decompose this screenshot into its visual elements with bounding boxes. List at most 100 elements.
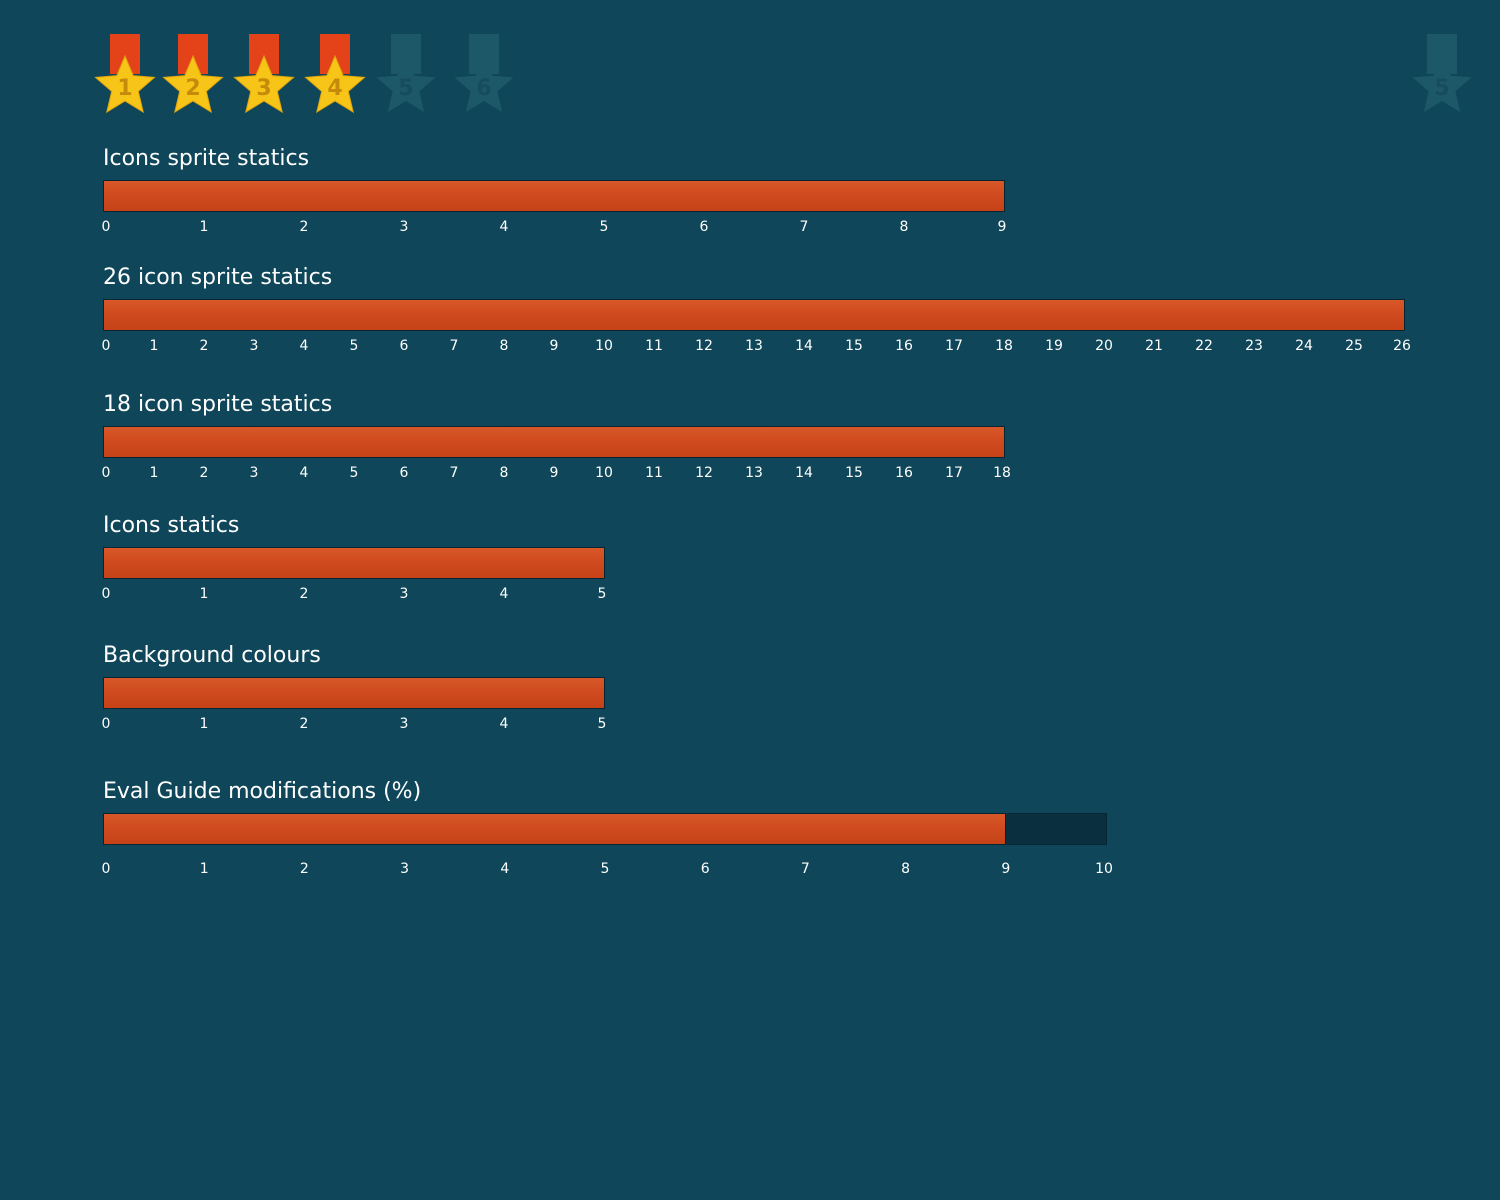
tick-label: 6 xyxy=(399,465,409,481)
chart-eval-guide-modifications: Eval Guide modifications (%) 0 1 2 3 4 5 6 7 8 9 1… xyxy=(101,779,1115,889)
tick-label: 14 xyxy=(795,465,813,481)
medal-number: 6 xyxy=(476,76,492,101)
star-medal-icon: 3 xyxy=(232,32,296,118)
tick-label: 1 xyxy=(199,861,209,877)
chart-title: 18 icon sprite statics xyxy=(103,392,333,417)
tick-label: 13 xyxy=(745,338,763,354)
progress-fill xyxy=(104,548,604,578)
tick-label: 25 xyxy=(1345,338,1363,354)
chart-title: Icons statics xyxy=(103,513,240,538)
tick-label: 6 xyxy=(399,338,409,354)
tick-label: 2 xyxy=(299,219,309,235)
tick-label: 0 xyxy=(101,338,111,354)
tick-label: 6 xyxy=(699,219,709,235)
tick-label: 5 xyxy=(349,338,359,354)
progress-fill xyxy=(104,814,1006,844)
tick-label: 23 xyxy=(1245,338,1263,354)
tick-label: 10 xyxy=(595,465,613,481)
tick-label: 1 xyxy=(149,465,159,481)
tick-label: 1 xyxy=(199,586,209,602)
tick-label: 4 xyxy=(500,861,510,877)
tick-labels: 0 1 2 3 4 5 xyxy=(101,715,613,733)
tick-labels: 0 1 2 3 4 5 xyxy=(101,585,613,603)
medal-number: 4 xyxy=(327,76,343,101)
tick-label: 17 xyxy=(945,465,963,481)
star-medal-icon: 5 xyxy=(1410,32,1474,118)
tick-label: 19 xyxy=(1045,338,1063,354)
star-medal-icon: 1 xyxy=(93,32,157,118)
tick-label: 1 xyxy=(149,338,159,354)
medal-number: 2 xyxy=(185,76,201,101)
tick-label: 8 xyxy=(499,465,509,481)
progress-track xyxy=(103,813,1107,845)
star-medal-icon: 4 xyxy=(303,32,367,118)
chart-icons-sprite-statics: Icons sprite statics 0 1 2 3 4 5 6 7 8 9 xyxy=(101,146,1013,246)
tick-label: 4 xyxy=(499,586,509,602)
tick-label: 15 xyxy=(845,465,863,481)
tick-label: 7 xyxy=(799,219,809,235)
progress-track xyxy=(103,299,1405,331)
tick-label: 18 xyxy=(993,465,1011,481)
medal-row: 1 2 3 4 5 6 5 xyxy=(0,0,1500,130)
progress-track xyxy=(103,547,605,579)
progress-fill xyxy=(104,300,1404,330)
tick-label: 11 xyxy=(645,465,663,481)
star-medal-icon: 2 xyxy=(161,32,225,118)
tick-labels: 0 1 2 3 4 5 6 7 8 9 10 11 12 13 14 15 16 17 18 19 20 21 22 23 24… xyxy=(101,337,1413,355)
tick-label: 6 xyxy=(700,861,710,877)
tick-label: 13 xyxy=(745,465,763,481)
chart-title: Eval Guide modifications (%) xyxy=(103,779,422,804)
progress-track xyxy=(103,426,1005,458)
tick-label: 11 xyxy=(645,338,663,354)
tick-label: 3 xyxy=(400,861,410,877)
tick-label: 5 xyxy=(600,861,610,877)
tick-label: 7 xyxy=(449,465,459,481)
tick-label: 3 xyxy=(249,338,259,354)
tick-label: 21 xyxy=(1145,338,1163,354)
star-medal-icon: 5 xyxy=(374,32,438,118)
tick-label: 2 xyxy=(199,338,209,354)
tick-labels: 0 1 2 3 4 5 6 7 8 9 10 11 12 13 14 15 16 17 18 xyxy=(101,464,1013,482)
tick-label: 10 xyxy=(1095,861,1113,877)
tick-label: 2 xyxy=(299,861,309,877)
medal-number: 1 xyxy=(117,76,133,101)
tick-label: 4 xyxy=(499,219,509,235)
tick-labels: 0 1 2 3 4 5 6 7 8 9 10 xyxy=(101,860,1115,878)
progress-fill xyxy=(104,181,1004,211)
chart-26-icon-sprite-statics: 26 icon sprite statics 0 1 2 3 4 5 6 7 8 9 10 11 12 1… xyxy=(101,265,1413,365)
tick-label: 0 xyxy=(101,716,111,732)
tick-label: 2 xyxy=(199,465,209,481)
progress-track xyxy=(103,180,1005,212)
tick-label: 9 xyxy=(549,338,559,354)
tick-label: 0 xyxy=(101,219,111,235)
tick-label: 0 xyxy=(101,465,111,481)
chart-title: Background colours xyxy=(103,643,321,668)
tick-label: 8 xyxy=(899,219,909,235)
tick-label: 5 xyxy=(349,465,359,481)
star-medal-icon: 6 xyxy=(452,32,516,118)
chart-18-icon-sprite-statics: 18 icon sprite statics 0 1 2 3 4 5 6 7 8 9 10 11 12 1… xyxy=(101,392,1013,492)
tick-label: 1 xyxy=(199,716,209,732)
tick-label: 5 xyxy=(599,219,609,235)
tick-label: 15 xyxy=(845,338,863,354)
tick-labels: 0 1 2 3 4 5 6 7 8 9 xyxy=(101,218,1013,236)
tick-label: 10 xyxy=(595,338,613,354)
tick-label: 9 xyxy=(997,219,1007,235)
tick-label: 0 xyxy=(101,586,111,602)
tick-label: 3 xyxy=(399,716,409,732)
chart-title: 26 icon sprite statics xyxy=(103,265,333,290)
tick-label: 18 xyxy=(995,338,1013,354)
tick-label: 17 xyxy=(945,338,963,354)
tick-label: 20 xyxy=(1095,338,1113,354)
tick-label: 5 xyxy=(597,716,607,732)
chart-title: Icons sprite statics xyxy=(103,146,310,171)
tick-label: 0 xyxy=(101,861,111,877)
chart-background-colours: Background colours 0 1 2 3 4 5 xyxy=(101,643,613,743)
tick-label: 8 xyxy=(901,861,911,877)
tick-label: 9 xyxy=(549,465,559,481)
tick-label: 4 xyxy=(499,716,509,732)
tick-label: 5 xyxy=(597,586,607,602)
tick-label: 26 xyxy=(1393,338,1411,354)
tick-label: 4 xyxy=(299,338,309,354)
tick-label: 3 xyxy=(399,586,409,602)
